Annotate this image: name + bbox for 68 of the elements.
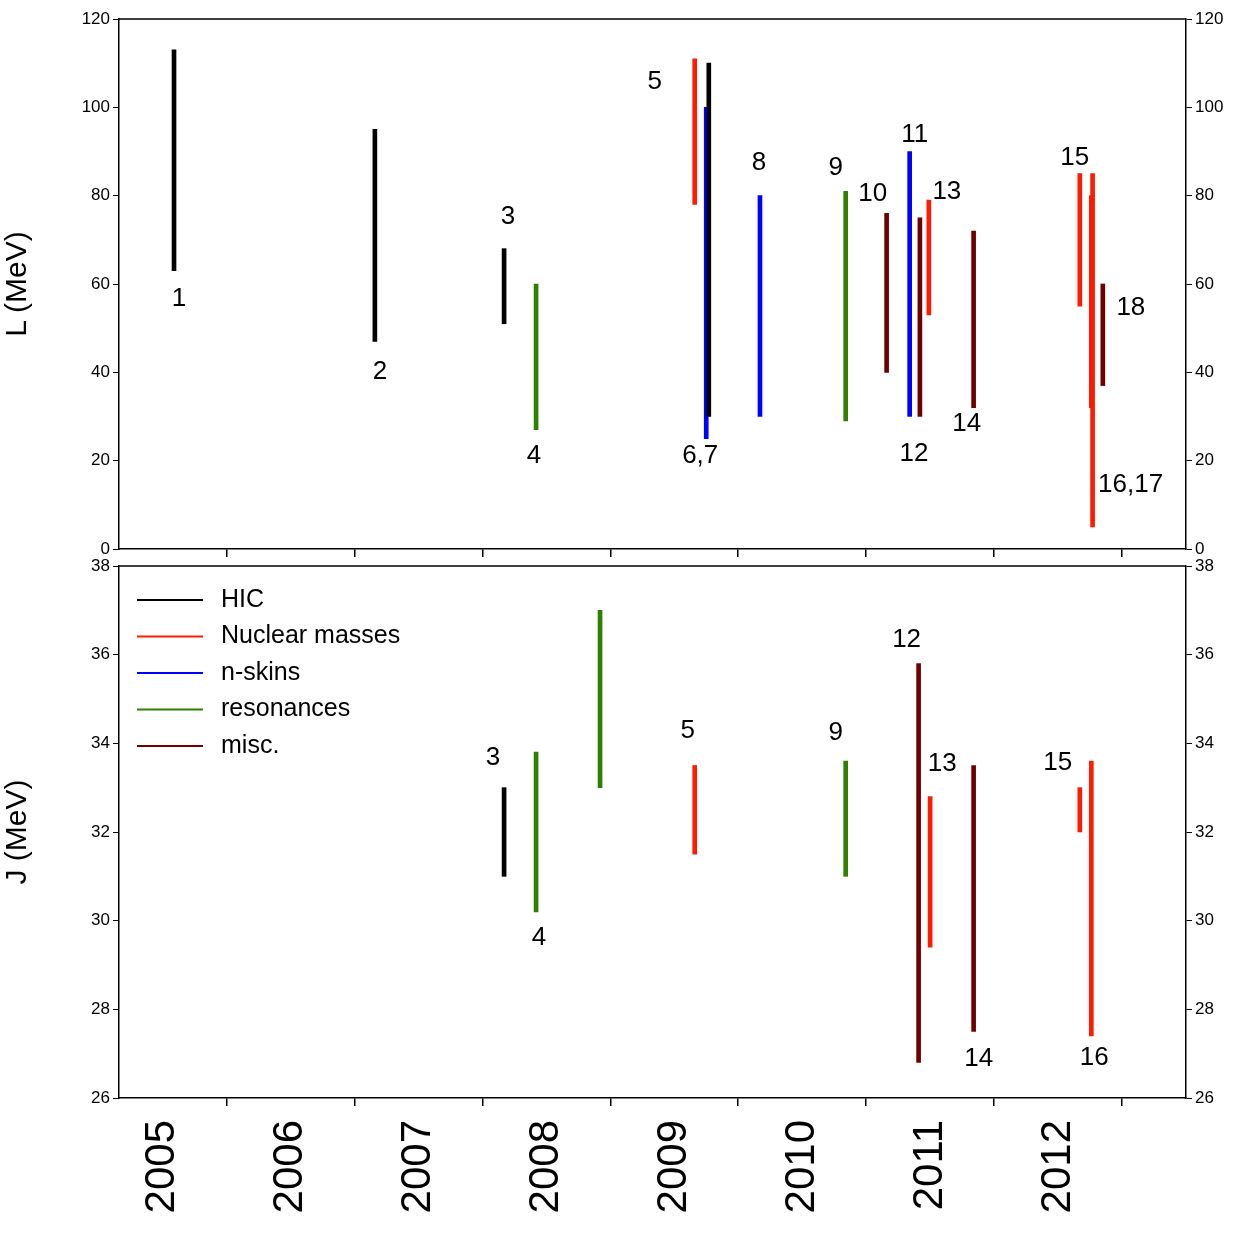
y2-tick-label: 36	[1195, 644, 1214, 664]
y-tick-label: 34	[91, 733, 110, 753]
annotation: 16,17	[1098, 468, 1164, 499]
y2-tick-label: 20	[1195, 450, 1214, 470]
y2-tick-label: 38	[1195, 555, 1214, 575]
y-tick-label: 60	[91, 273, 110, 293]
annotation: 12	[892, 622, 922, 653]
annotation: 3	[485, 740, 501, 771]
x-tick-label: 2009	[647, 1120, 695, 1214]
y-tick-label: 28	[91, 999, 110, 1019]
x-tick-label: 2007	[391, 1120, 439, 1214]
legend-label: resonances	[221, 693, 351, 722]
y-tick-label: 80	[91, 185, 110, 205]
annotation: 5	[680, 713, 695, 744]
y2-tick-label: 60	[1195, 273, 1214, 293]
annotation: 13	[932, 175, 962, 206]
y2-tick-label: 120	[1195, 8, 1224, 28]
annotation: 13	[927, 746, 957, 777]
annotation: 4	[531, 920, 547, 951]
y-tick-label: 20	[91, 450, 110, 470]
annotation: 9	[828, 716, 843, 747]
y-tick-label: 26	[91, 1087, 110, 1107]
x-tick-label: 2006	[264, 1120, 312, 1214]
x-tick-label: 2008	[519, 1120, 567, 1214]
y-axis-title: L (MeV)	[0, 231, 33, 337]
y-tick-label: 0	[100, 538, 110, 558]
y-tick-label: 120	[81, 8, 110, 28]
annotation: 1	[171, 281, 187, 312]
annotation: 14	[952, 406, 982, 437]
y2-tick-label: 100	[1195, 97, 1224, 117]
annotation: 9	[828, 151, 843, 182]
annotation: 4	[526, 438, 542, 469]
y2-tick-label: 40	[1195, 362, 1214, 382]
legend-label: n-skins	[221, 656, 301, 685]
annotation: 2	[372, 354, 388, 385]
annotation: 10	[858, 176, 888, 207]
annotation: 15	[1043, 745, 1073, 776]
annotation: 8	[751, 145, 767, 176]
y-tick-label: 32	[91, 821, 110, 841]
x-tick-label: 2005	[136, 1120, 184, 1214]
y-axis-title: J (MeV)	[0, 779, 33, 885]
y2-tick-label: 34	[1195, 733, 1214, 753]
y-tick-label: 100	[81, 97, 110, 117]
legend-label: HIC	[221, 583, 265, 612]
annotation: 6,7	[682, 438, 719, 469]
legend-label: Nuclear masses	[221, 620, 401, 649]
annotation: 15	[1060, 140, 1090, 171]
y-tick-label: 36	[91, 644, 110, 664]
x-tick-label: 2012	[1031, 1120, 1079, 1214]
x-tick-label: 2010	[775, 1120, 823, 1214]
y-tick-label: 38	[91, 555, 110, 575]
annotation: 11	[901, 117, 929, 148]
y2-tick-label: 28	[1195, 999, 1214, 1019]
annotation: 16	[1079, 1041, 1109, 1072]
annotation: 14	[964, 1041, 994, 1072]
legend-label: misc.	[221, 729, 280, 758]
annotation: 3	[500, 199, 516, 230]
y2-tick-label: 80	[1195, 185, 1214, 205]
y2-tick-label: 0	[1195, 538, 1205, 558]
y2-tick-label: 26	[1195, 1087, 1214, 1107]
y-tick-label: 30	[91, 910, 110, 930]
annotation: 5	[647, 64, 662, 95]
y2-tick-label: 30	[1195, 910, 1214, 930]
x-tick-label: 2011	[903, 1120, 951, 1211]
y2-tick-label: 32	[1195, 821, 1214, 841]
y-tick-label: 40	[91, 362, 110, 382]
annotation: 18	[1116, 291, 1146, 322]
annotation: 12	[899, 436, 929, 467]
